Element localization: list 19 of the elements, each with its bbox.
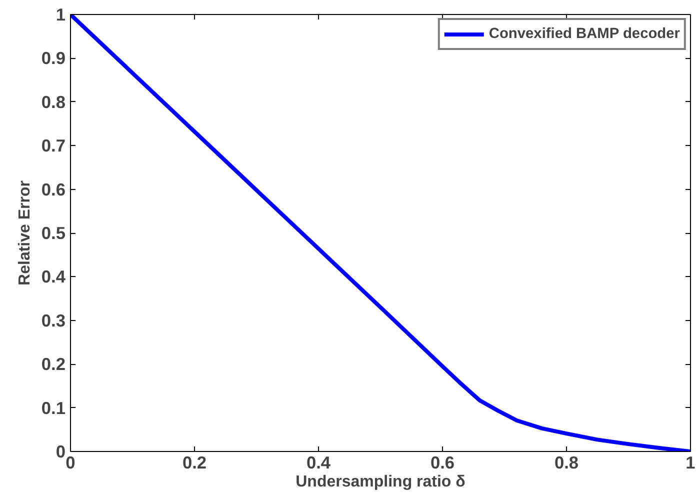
x-tick-label: 0.4: [306, 452, 331, 472]
x-axis-title: Undersampling ratio δ: [296, 474, 466, 490]
y-tick-label: 0.2: [41, 354, 66, 374]
x-tick-label: 0.6: [430, 452, 455, 472]
line-series: [70, 14, 690, 452]
y-tick-label: 1: [56, 4, 66, 24]
y-tick-label: 0.7: [41, 136, 66, 156]
y-tick-label: 0.3: [41, 310, 66, 330]
y-tick-label: 0.1: [41, 398, 66, 418]
y-tick-label: 0.9: [41, 48, 66, 68]
y-axis-title: Relative Error: [16, 180, 34, 286]
x-tick-label: 1: [686, 452, 696, 472]
x-tick-label: 0.2: [182, 452, 207, 472]
y-tick-label: 0.6: [41, 179, 66, 200]
x-tick-label: 0.8: [554, 452, 579, 472]
y-tick-label: 0.5: [41, 223, 66, 243]
legend-label: Convexified BAMP decoder: [488, 26, 680, 42]
y-tick-label: 0.8: [41, 92, 66, 112]
y-tick-label: 0.4: [41, 266, 66, 287]
